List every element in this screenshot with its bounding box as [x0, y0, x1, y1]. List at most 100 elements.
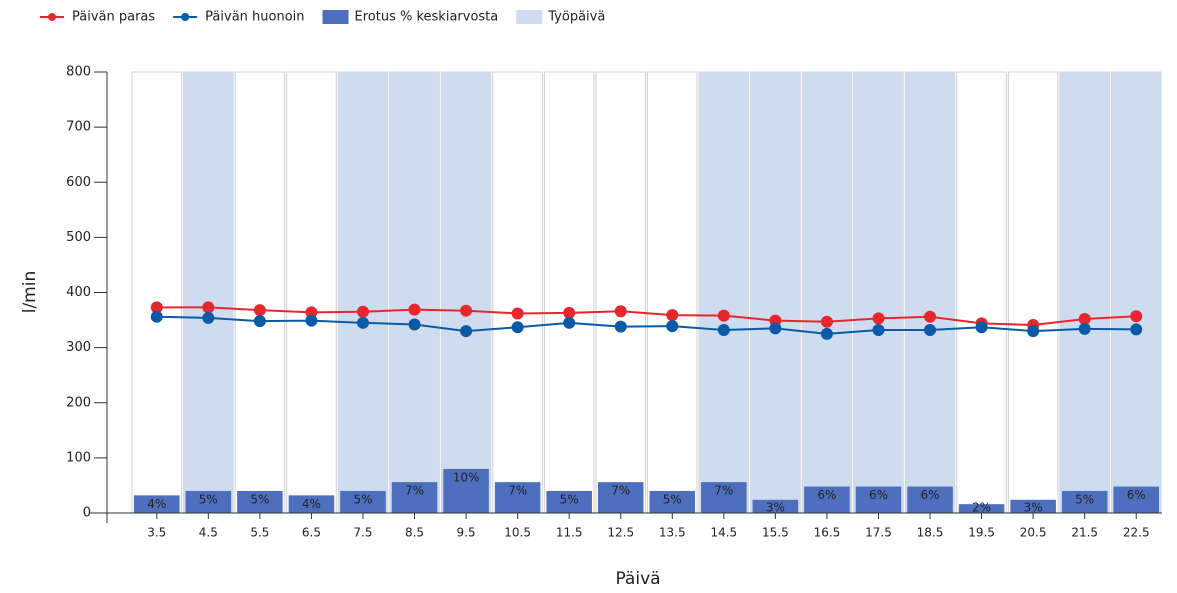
point: [614, 305, 627, 318]
x-tick-label: 20.5: [1020, 526, 1047, 540]
x-tick-label: 10.5: [504, 526, 531, 540]
bar-label: 7%: [405, 484, 424, 498]
bar: [907, 486, 953, 513]
point: [924, 310, 937, 323]
column-frame: [956, 71, 1007, 514]
workday-bar: [750, 72, 801, 513]
y-tick-label: 800: [66, 65, 91, 80]
point: [924, 323, 937, 336]
bar: [855, 486, 902, 513]
line: [156, 306, 1137, 327]
bar-label: 7%: [508, 484, 527, 498]
x-tick-label: 4.5: [199, 526, 218, 540]
x-axis-title: Päivä: [615, 569, 660, 589]
x-tick-label: 15.5: [762, 526, 789, 540]
bar-label: 5%: [1075, 492, 1094, 506]
bar-label: 7%: [611, 484, 630, 498]
bar: [134, 495, 180, 513]
workday-bar: [905, 72, 955, 513]
x-tick-label: 5.5: [250, 526, 269, 540]
bar-label: 5%: [199, 492, 218, 506]
point: [563, 306, 576, 319]
y-tick-label: 600: [66, 175, 91, 190]
bar: [701, 482, 747, 513]
x-tick-label: 16.5: [814, 526, 841, 540]
point: [666, 320, 679, 333]
legend-swatch: [516, 10, 543, 24]
bar: [340, 490, 386, 513]
line: [156, 315, 1137, 335]
legend-marker: [48, 13, 56, 21]
legend-marker: [181, 13, 190, 21]
bar: [391, 482, 438, 513]
x-tick-label: 17.5: [865, 526, 892, 540]
point: [1078, 312, 1091, 325]
legend-label: Työpäivä: [547, 10, 605, 25]
bar-label: 2%: [972, 501, 991, 515]
point: [202, 311, 215, 324]
bar-label: 4%: [302, 497, 321, 511]
workday-bar: [441, 72, 491, 513]
workday-bar: [853, 72, 904, 513]
column-frame: [234, 71, 286, 514]
bar: [958, 504, 1005, 513]
point: [305, 314, 318, 327]
bar: [288, 495, 335, 513]
point: [614, 320, 627, 333]
point: [769, 322, 782, 335]
point: [253, 315, 266, 328]
point: [511, 307, 524, 320]
column-frame: [286, 71, 337, 514]
point: [820, 315, 833, 328]
column-frame: [492, 71, 543, 514]
bar-label: 7%: [714, 484, 733, 498]
y-tick-label: 0: [83, 506, 91, 521]
x-tick-label: 19.5: [968, 526, 995, 540]
bar: [649, 490, 696, 513]
point: [717, 309, 730, 322]
bar-label: 5%: [250, 492, 269, 506]
point: [975, 321, 988, 334]
bar-label: 10%: [453, 470, 480, 484]
bar: [1061, 490, 1108, 513]
x-tick-label: 8.5: [405, 526, 424, 540]
x-tick-label: 21.5: [1071, 526, 1098, 540]
bar: [597, 482, 644, 513]
x-tick-label: 14.5: [710, 526, 737, 540]
point: [356, 305, 369, 318]
bar-label: 3%: [1024, 501, 1043, 515]
bar-label: 5%: [663, 492, 682, 506]
point: [872, 323, 885, 336]
x-tick-label: 11.5: [556, 526, 583, 540]
y-axis-title: l/min: [20, 271, 40, 314]
x-tick-label: 12.5: [607, 526, 634, 540]
bar: [752, 499, 799, 513]
point: [253, 304, 266, 317]
bar: [237, 490, 283, 513]
column-frame: [647, 71, 698, 514]
point: [511, 321, 524, 334]
bar-label: 4%: [147, 497, 166, 511]
bar: [1113, 486, 1159, 513]
bar: [804, 486, 850, 513]
point: [820, 327, 833, 340]
y-tick-label: 300: [66, 340, 91, 355]
point: [356, 316, 369, 329]
point: [1078, 322, 1091, 335]
y-tick-label: 700: [66, 120, 91, 135]
bar-label: 6%: [817, 488, 836, 502]
x-tick-label: 6.5: [302, 526, 321, 540]
x-tick-label: 13.5: [659, 526, 686, 540]
y-tick-label: 200: [66, 395, 91, 410]
x-tick-label: 22.5: [1123, 526, 1150, 540]
column-frame: [543, 71, 595, 514]
x-tick-label: 18.5: [917, 526, 944, 540]
point: [150, 301, 163, 314]
bar: [494, 482, 541, 513]
bar-label: 6%: [921, 488, 940, 502]
point: [1130, 323, 1143, 336]
y-tick-label: 400: [66, 285, 91, 300]
legend-swatch: [322, 10, 349, 24]
point: [150, 310, 163, 323]
